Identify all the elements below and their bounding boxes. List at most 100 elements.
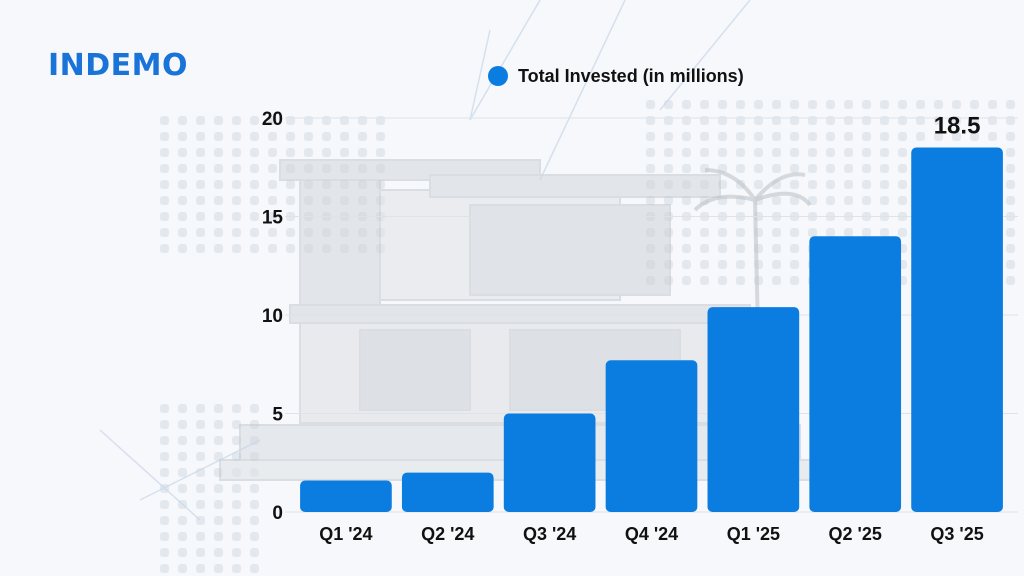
map-dot [358, 132, 367, 141]
map-dot [772, 276, 781, 285]
network-lines [99, 0, 751, 521]
map-dot [790, 148, 799, 157]
map-dot [160, 132, 169, 141]
map-dot [160, 516, 169, 525]
map-dot [862, 100, 871, 109]
data-label: 18.5 [934, 113, 981, 140]
map-dot [250, 244, 259, 253]
map-dot [160, 164, 169, 173]
map-dot [178, 436, 187, 445]
map-dot [880, 132, 889, 141]
map-dot [250, 404, 259, 413]
map-dot [790, 276, 799, 285]
map-dot [952, 100, 961, 109]
map-dot [772, 228, 781, 237]
map-dot [862, 148, 871, 157]
map-dot [232, 132, 241, 141]
map-dot [736, 132, 745, 141]
map-dot [808, 100, 817, 109]
map-dot [214, 564, 223, 573]
map-dot [286, 132, 295, 141]
map-dot [340, 148, 349, 157]
map-dot [286, 244, 295, 253]
map-dot [916, 132, 925, 141]
map-dot [160, 244, 169, 253]
map-dot [214, 212, 223, 221]
map-dot [178, 116, 187, 125]
map-dot [844, 180, 853, 189]
map-dot [880, 180, 889, 189]
map-dot [700, 100, 709, 109]
map-dot [754, 180, 763, 189]
map-dot [340, 132, 349, 141]
map-dot [1006, 100, 1015, 109]
map-dot [178, 148, 187, 157]
map-dot [214, 548, 223, 557]
map-dot [160, 564, 169, 573]
map-dot [790, 244, 799, 253]
map-dot [304, 148, 313, 157]
map-dot [790, 196, 799, 205]
map-dot [214, 196, 223, 205]
map-dot [664, 148, 673, 157]
map-dot [232, 228, 241, 237]
map-dot [898, 180, 907, 189]
map-dot [160, 228, 169, 237]
map-dot [682, 228, 691, 237]
x-tick-label: Q1 '25 [727, 524, 780, 544]
map-dot [178, 548, 187, 557]
map-dot [160, 532, 169, 541]
map-dot [844, 148, 853, 157]
map-dot [232, 564, 241, 573]
map-dot [682, 260, 691, 269]
map-dot [214, 228, 223, 237]
map-dot [790, 164, 799, 173]
map-dot [700, 228, 709, 237]
x-axis: Q1 '24 Q2 '24 Q3 '24 Q4 '24 Q1 '25 Q2 '25 Q3 '… [319, 524, 983, 544]
map-dot [178, 532, 187, 541]
bar [809, 236, 902, 512]
map-dot [970, 100, 979, 109]
y-tick-label: 10 [262, 306, 283, 327]
map-dot [268, 164, 277, 173]
map-dot [1006, 132, 1015, 141]
bar [707, 307, 800, 512]
map-dot [250, 532, 259, 541]
map-dot [826, 100, 835, 109]
map-dot [160, 452, 169, 461]
map-dot [268, 244, 277, 253]
x-tick-label: Q2 '25 [829, 524, 882, 544]
map-dot [646, 164, 655, 173]
map-dot [160, 180, 169, 189]
map-dot [250, 164, 259, 173]
map-dot [898, 148, 907, 157]
map-dot [736, 260, 745, 269]
map-dot [196, 244, 205, 253]
map-dot [988, 132, 997, 141]
map-dot [196, 564, 205, 573]
map-dot [718, 228, 727, 237]
map-dot [178, 212, 187, 221]
map-dot [178, 404, 187, 413]
map-dot [196, 212, 205, 221]
map-dot [232, 404, 241, 413]
map-dot [916, 100, 925, 109]
map-dot [196, 132, 205, 141]
map-dot [1006, 164, 1015, 173]
y-tick-label: 5 [272, 405, 283, 426]
map-dot [754, 164, 763, 173]
map-dot [682, 164, 691, 173]
map-dot [250, 516, 259, 525]
map-dot [754, 132, 763, 141]
map-dot [232, 548, 241, 557]
map-dot [988, 100, 997, 109]
map-dot [844, 132, 853, 141]
map-dot [844, 228, 853, 237]
map-dot [1006, 180, 1015, 189]
map-dot [700, 132, 709, 141]
map-dot [790, 228, 799, 237]
bar [911, 147, 1003, 513]
map-dot [700, 244, 709, 253]
map-dot [376, 132, 385, 141]
map-dot [1006, 276, 1015, 285]
